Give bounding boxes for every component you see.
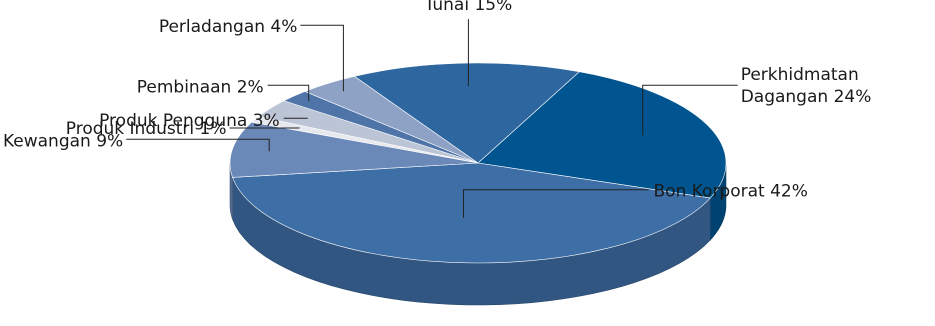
leader-line-perladangan <box>300 24 344 92</box>
leader-line-kewangan <box>126 138 270 152</box>
slice-label-perladangan: Perladangan 4% <box>159 17 298 37</box>
slice-label-line: Bon Korporat 42% <box>654 182 808 202</box>
slice-label-produk-industri: Produk Industri 1% <box>66 119 227 139</box>
slice-label-line: Perkhidmatan <box>741 65 859 85</box>
pie-slice-perkhidmatan-dagangan <box>477 71 727 199</box>
slice-label-perkhidmatan-dagangan: Perkhidmatan Dagangan 24% <box>741 65 872 107</box>
leader-line-perkhidmatan-dagangan <box>642 84 738 136</box>
slice-label-produk-pengguna: Produk Pengguna 3% <box>99 111 280 131</box>
slice-label-line: Dagangan 24% <box>741 87 872 107</box>
pie-slice-kewangan <box>229 121 479 178</box>
slice-label-line: Produk Industri 1% <box>66 119 227 139</box>
slice-labels: Perkhidmatan Dagangan 24% Bon Korporat 42%… <box>3 0 871 202</box>
leader-lines <box>126 19 738 218</box>
slice-label-line: Produk Pengguna 3% <box>99 111 280 131</box>
pie-top-slices <box>229 62 727 264</box>
pie-slice-tunai <box>353 62 580 164</box>
slice-label-line: Tunai 15% <box>424 0 513 15</box>
slice-label-tunai: Tunai 15% <box>424 0 513 15</box>
slice-label-line: Kewangan 9% <box>3 131 123 151</box>
pie-slice-bon-korporat <box>232 162 711 264</box>
leader-line-pembinaan <box>267 84 310 102</box>
slice-label-bon-korporat: Bon Korporat 42% <box>654 182 808 202</box>
leader-line-bon-korporat <box>463 189 649 218</box>
slice-label-kewangan: Kewangan 9% <box>3 131 123 151</box>
slice-label-line: Pembinaan 2% <box>137 77 264 97</box>
slice-label-line: Perladangan 4% <box>159 17 298 37</box>
slice-label-pembinaan: Pembinaan 2% <box>137 77 264 97</box>
